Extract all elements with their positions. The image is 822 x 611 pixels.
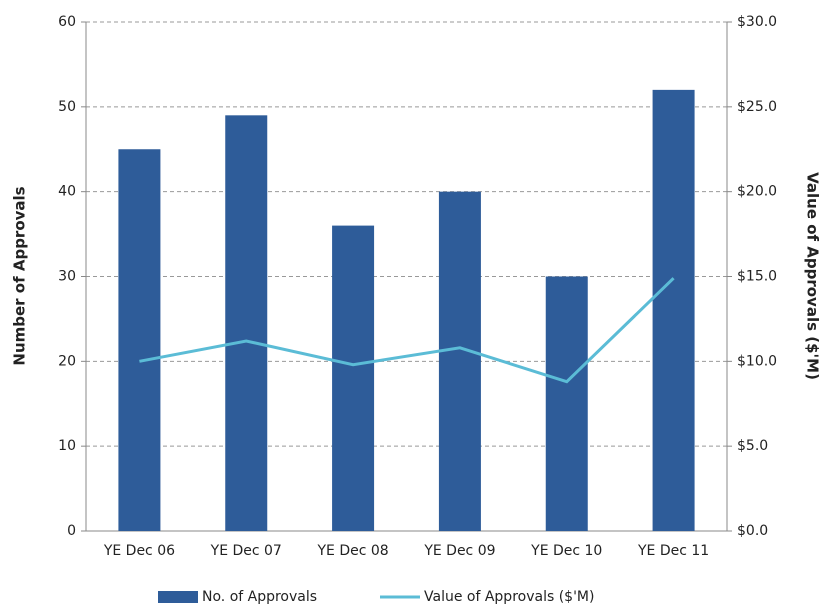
y-axis-title: Number of Approvals	[11, 186, 29, 365]
y2-axis-title: Value of Approvals ($'M)	[804, 172, 822, 380]
y-tick-label: 50	[58, 99, 76, 115]
bar	[225, 115, 268, 532]
bar	[438, 191, 481, 531]
y-tick-label: 0	[67, 523, 76, 539]
y-tick-label: 40	[58, 184, 76, 200]
x-tick-label: YE Dec 07	[210, 543, 282, 559]
legend-label: Value of Approvals ($'M)	[424, 589, 594, 605]
y2-tick-label: $0.0	[737, 523, 768, 539]
y-tick-label: 30	[58, 269, 76, 285]
x-tick-label: YE Dec 08	[316, 543, 388, 559]
y2-tick-label: $30.0	[737, 14, 777, 30]
y2-tick-label: $10.0	[737, 353, 777, 369]
x-tick-label: YE Dec 11	[637, 543, 709, 559]
x-tick-label: YE Dec 06	[103, 543, 175, 559]
bar	[545, 276, 588, 531]
bar	[118, 149, 161, 531]
legend-swatch	[158, 591, 198, 603]
x-tick-label: YE Dec 09	[423, 543, 495, 559]
line	[139, 277, 675, 384]
y-tick-label: 60	[58, 14, 76, 30]
y-tick-label: 20	[58, 353, 76, 369]
y2-tick-label: $25.0	[737, 99, 777, 115]
y2-tick-label: $5.0	[737, 438, 768, 454]
y2-tick-label: $20.0	[737, 184, 777, 200]
x-tick-label: YE Dec 10	[530, 543, 602, 559]
bar	[652, 89, 695, 531]
y-tick-label: 10	[58, 438, 76, 454]
legend-label: No. of Approvals	[202, 589, 317, 605]
bar	[332, 225, 375, 531]
y2-tick-label: $15.0	[737, 269, 777, 285]
